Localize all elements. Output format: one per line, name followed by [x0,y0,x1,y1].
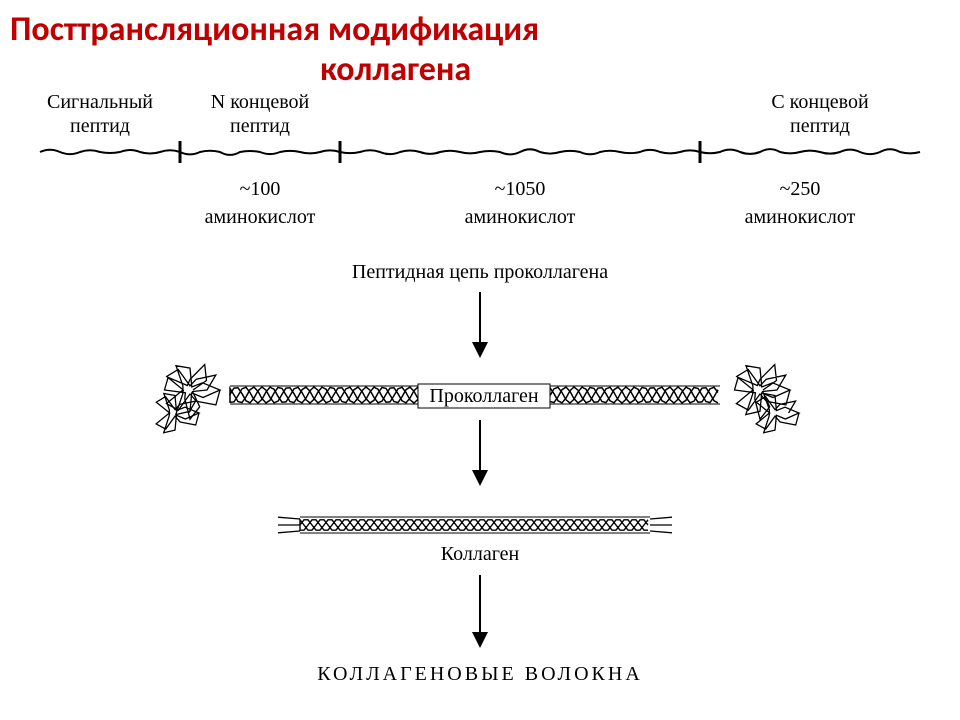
segment-labels-top: СигнальныйпептидN концевойпептидС концев… [47,91,869,137]
svg-text:~100: ~100 [240,178,281,200]
peptide-chain [40,141,920,163]
page-title-line1: Посттрансляционная модификация [10,9,539,50]
diagram-canvas: Посттрансляционная модификация коллагена… [0,0,960,720]
page-title-line2: коллагена [320,49,471,90]
chain-caption: Пептидная цепь проколлагена [352,261,608,283]
outcome-label: КОЛЛАГЕНОВЫЕ ВОЛОКНА [317,663,643,685]
collagen-label: Коллаген [441,543,520,565]
svg-text:пептид: пептид [230,115,290,137]
svg-text:аминокислот: аминокислот [465,206,576,228]
svg-text:С концевой: С концевой [771,91,869,113]
svg-text:~1050: ~1050 [495,178,546,200]
collagen-structure [278,517,672,533]
svg-text:N концевой: N концевой [211,91,310,113]
svg-text:Сигнальный: Сигнальный [47,91,153,113]
svg-text:пептид: пептид [70,115,130,137]
svg-text:аминокислот: аминокислот [745,206,856,228]
svg-text:~250: ~250 [780,178,821,200]
svg-text:пептид: пептид [790,115,850,137]
svg-text:аминокислот: аминокислот [205,206,316,228]
segment-labels-bottom: ~100 аминокислот ~1050 аминокислот ~250 амино… [205,178,856,228]
procollagen-structure: Проколлаген [156,365,799,433]
procollagen-label: Проколлаген [429,385,539,407]
